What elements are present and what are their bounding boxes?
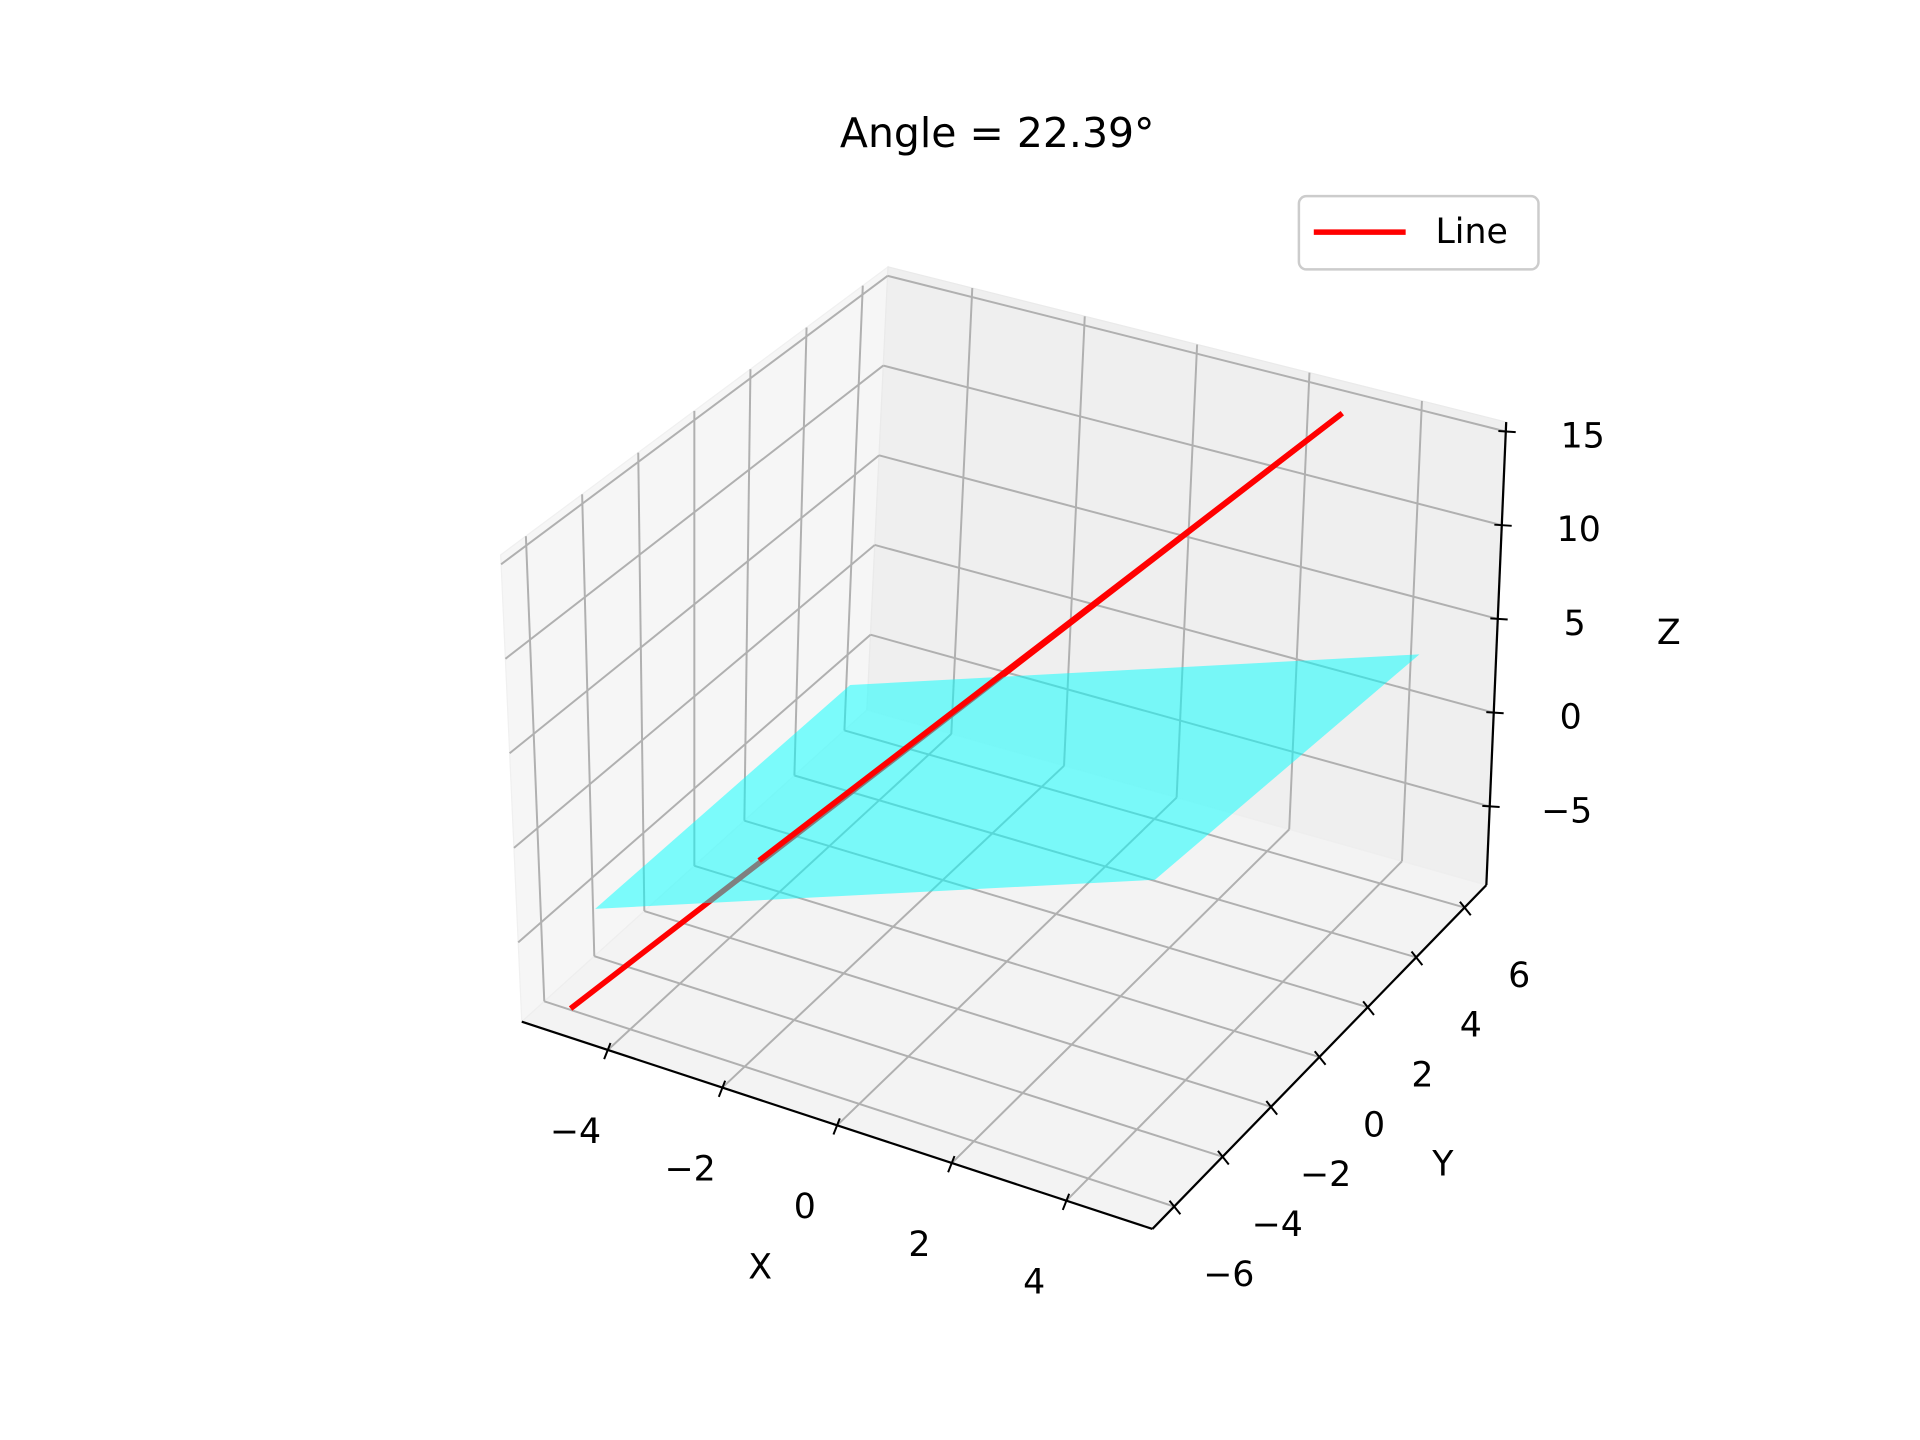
legend: Line	[1297, 194, 1540, 271]
z-axis-label: Z	[1657, 613, 1681, 653]
legend-label: Line	[1435, 212, 1507, 252]
tick-mark	[1494, 523, 1512, 527]
z-axis-line	[1485, 422, 1508, 886]
tick-label: −5	[1541, 791, 1592, 831]
tick-label: 2	[1411, 1055, 1433, 1095]
tick-label: 4	[1460, 1006, 1482, 1046]
x-axis-line	[521, 1020, 1153, 1231]
tick-mark	[1410, 950, 1424, 966]
surface	[595, 654, 1420, 909]
tick-label: 10	[1557, 510, 1601, 550]
grid-line	[878, 454, 1499, 620]
grid-line	[637, 452, 646, 912]
grid-line	[843, 285, 864, 731]
tick-mark	[717, 1080, 727, 1098]
tick-mark	[1168, 1200, 1182, 1215]
tick-label: −6	[1203, 1255, 1254, 1295]
tick-mark	[1459, 901, 1472, 916]
legend-box	[1297, 194, 1540, 271]
tick-label: −4	[1252, 1205, 1303, 1245]
chart-title: Angle = 22.39°	[840, 109, 1155, 157]
grid-line	[543, 1000, 1175, 1208]
grid-line	[504, 364, 884, 660]
tick-mark	[832, 1118, 841, 1135]
grid-line	[517, 633, 872, 944]
grid-line	[887, 274, 1507, 433]
grid-line	[644, 910, 1272, 1108]
x-axis-label: X	[748, 1247, 772, 1287]
grid-line	[500, 275, 889, 566]
tick-label: −2	[665, 1150, 716, 1190]
grid-line	[581, 494, 596, 957]
tick-mark	[1498, 429, 1516, 434]
tick-mark	[1486, 711, 1504, 715]
grid-line	[509, 454, 880, 755]
tick-mark	[1490, 617, 1508, 621]
tick-label: 0	[1560, 698, 1582, 738]
tick-label: 0	[1363, 1105, 1385, 1145]
grid-line	[883, 364, 1502, 527]
tick-mark	[947, 1155, 956, 1173]
grid-line	[524, 536, 546, 1002]
tick-label: −4	[550, 1112, 601, 1152]
grid-line	[793, 327, 808, 776]
tick-mark	[1313, 1050, 1327, 1066]
grid-line	[593, 955, 1223, 1158]
y-axis-line	[1151, 884, 1488, 1230]
tick-mark	[1217, 1150, 1230, 1166]
grid-line	[1400, 400, 1423, 862]
tick-label: 2	[908, 1225, 930, 1265]
y-axis-label: Y	[1431, 1144, 1454, 1184]
tick-mark	[1362, 1000, 1375, 1016]
tick-label: 4	[1023, 1263, 1045, 1303]
grid-line	[874, 544, 1495, 714]
tick-label: 15	[1561, 416, 1605, 456]
tick-mark	[603, 1042, 612, 1060]
tick-label: −2	[1300, 1155, 1351, 1195]
grid-line	[513, 544, 876, 849]
tick-mark	[1482, 804, 1500, 808]
tick-label: 6	[1508, 956, 1530, 996]
grid-line	[743, 369, 752, 821]
tick-label: 0	[794, 1187, 816, 1227]
line-above-surface	[757, 412, 1342, 863]
tick-mark	[1265, 1100, 1278, 1116]
tick-label: 5	[1564, 604, 1586, 644]
tick-mark	[1061, 1193, 1071, 1211]
grid-line	[950, 287, 974, 734]
